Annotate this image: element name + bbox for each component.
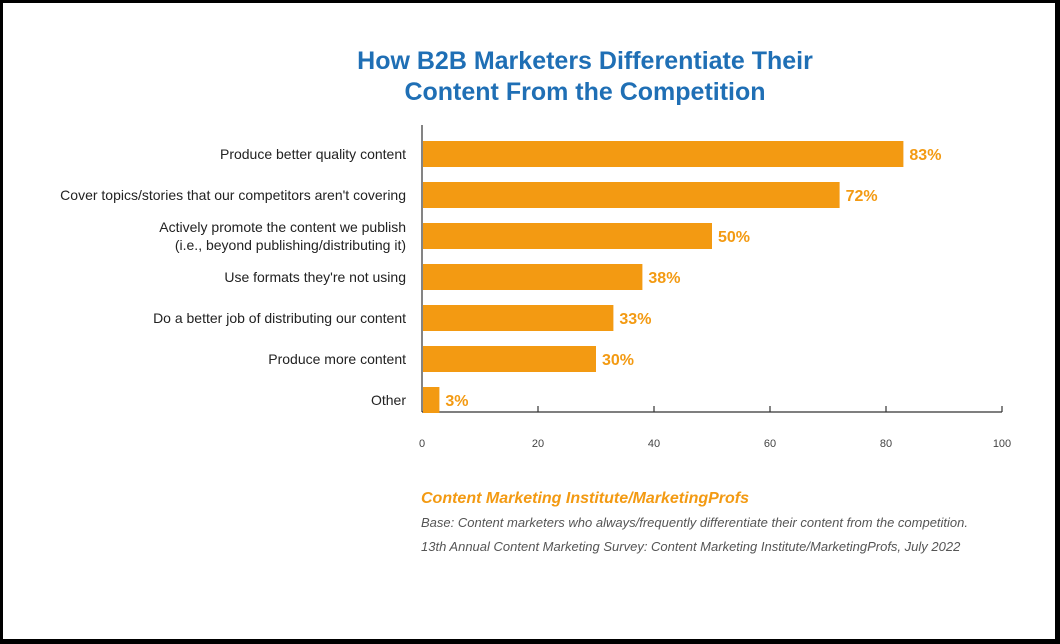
survey-note: 13th Annual Content Marketing Survey: Co… [421, 539, 961, 554]
category-label: Produce more content [268, 351, 406, 367]
category-label: Produce better quality content [220, 146, 406, 162]
category-label: Do a better job of distributing our cont… [153, 310, 406, 326]
value-label: 50% [718, 229, 750, 246]
value-label: 3% [445, 393, 468, 410]
x-tick-label: 0 [419, 438, 425, 450]
category-label: Cover topics/stories that our competitor… [60, 187, 406, 203]
category-label: Other [371, 392, 406, 408]
bar [423, 305, 614, 331]
bar [423, 387, 440, 413]
bar [423, 346, 596, 372]
category-label: Use formats they're not using [224, 269, 406, 285]
title-line-1: How B2B Marketers Differentiate Their [357, 47, 813, 75]
x-tick-label: 80 [880, 438, 892, 450]
source-label: Content Marketing Institute/MarketingPro… [421, 490, 750, 507]
bar [423, 264, 643, 290]
chart-title: How B2B Marketers Differentiate Their Co… [0, 46, 1060, 108]
category-label: (i.e., beyond publishing/distributing it… [175, 237, 406, 253]
bar [423, 141, 904, 167]
category-label: Actively promote the content we publish [159, 219, 406, 235]
bar [423, 182, 840, 208]
value-label: 83% [909, 147, 941, 164]
x-tick-label: 100 [993, 438, 1011, 450]
x-tick-label: 40 [648, 438, 660, 450]
value-label: 72% [846, 188, 878, 205]
value-label: 30% [602, 352, 634, 369]
title-line-2: Content From the Competition [404, 78, 766, 106]
value-label: 38% [648, 270, 680, 287]
x-tick-label: 60 [764, 438, 776, 450]
bar [423, 223, 712, 249]
x-tick-label: 20 [532, 438, 544, 450]
base-note: Base: Content marketers who always/frequ… [421, 515, 968, 530]
value-label: 33% [619, 311, 651, 328]
